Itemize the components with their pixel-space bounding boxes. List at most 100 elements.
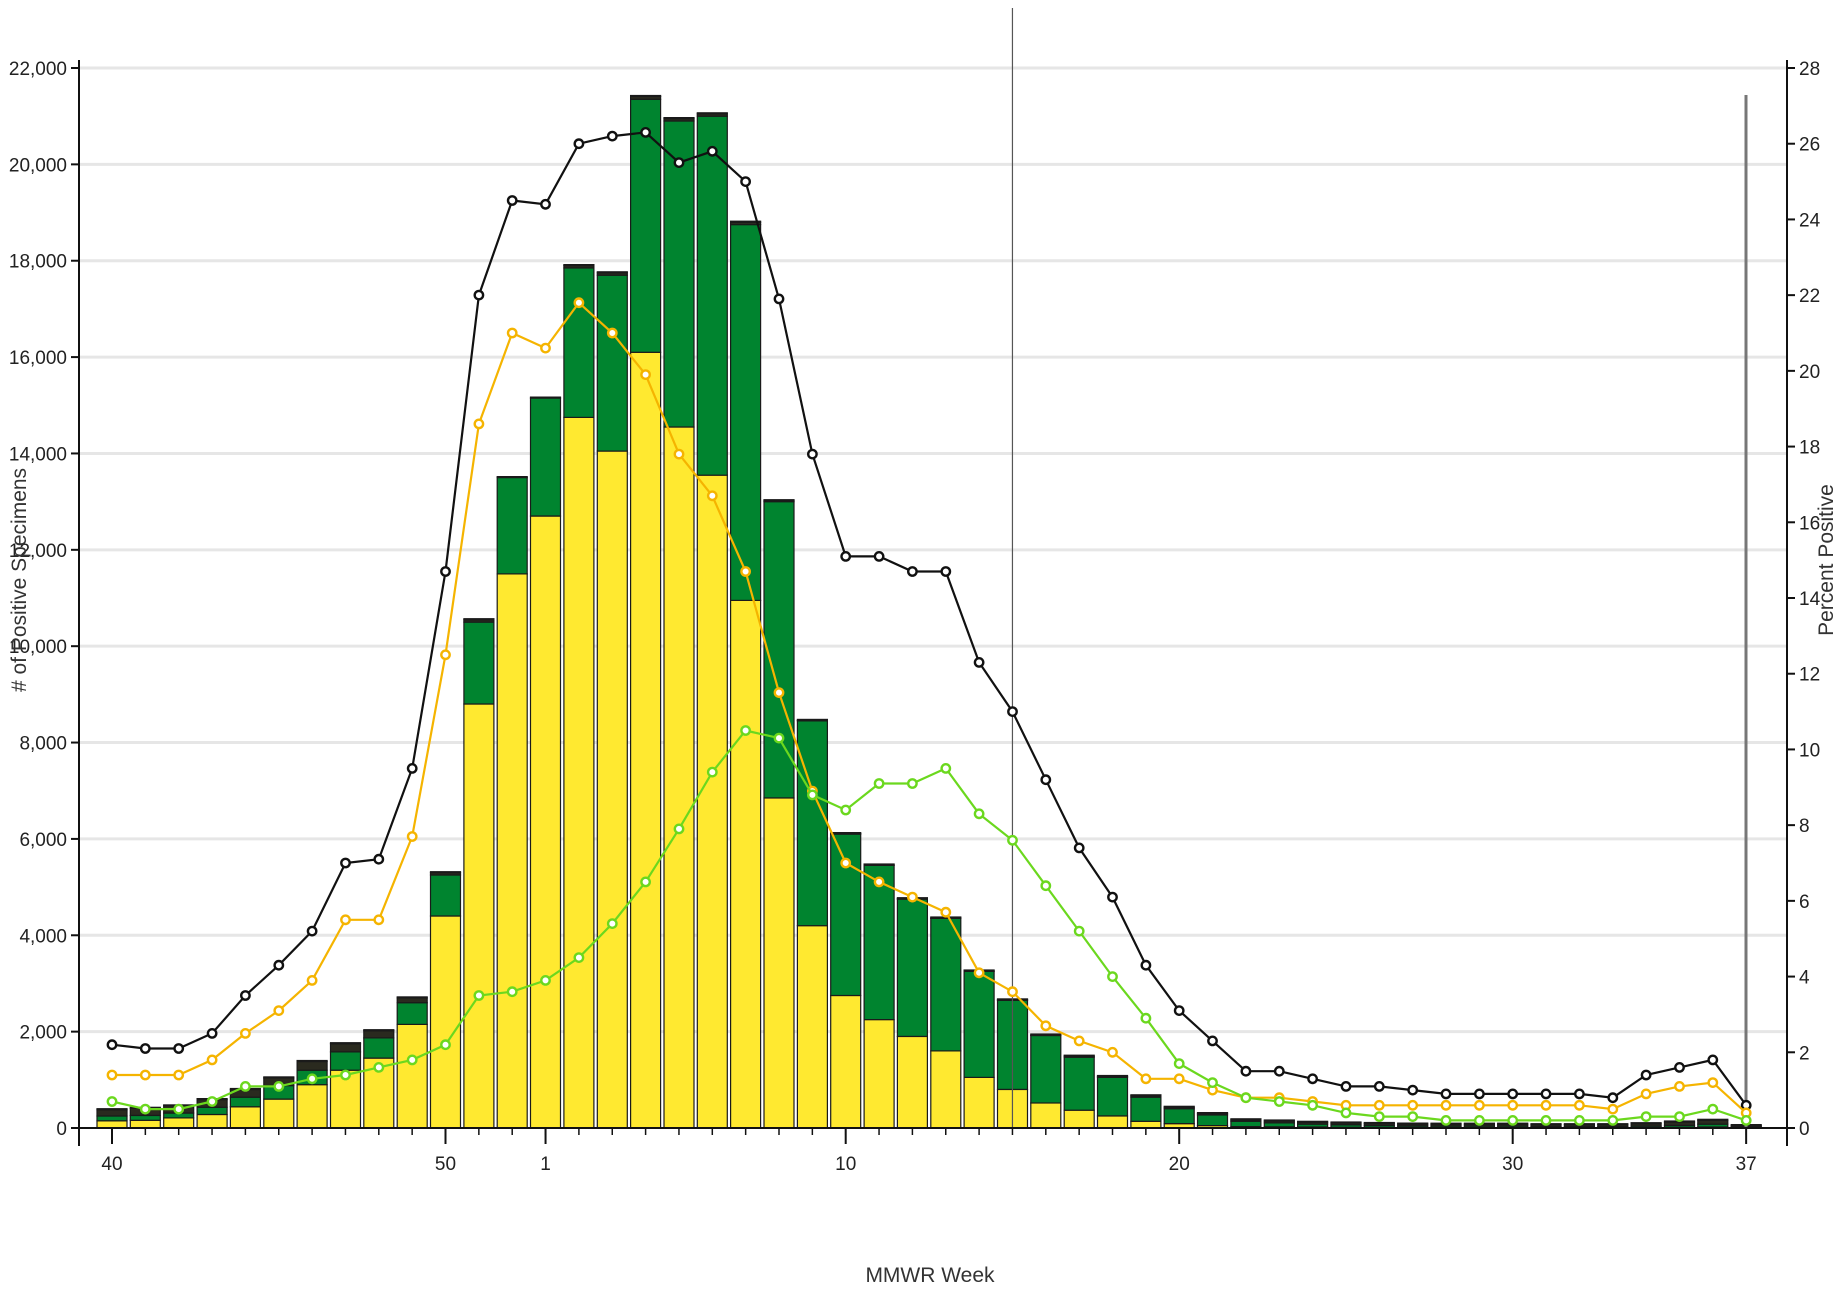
y-right-tick-label: 14 [1799,589,1821,610]
bar-segment [429,871,462,874]
y-right-tick-label: 24 [1799,210,1821,231]
percent-line-green-point [1340,1107,1352,1119]
percent-line-green-point [1173,1058,1185,1070]
percent-line-black-point [640,126,651,138]
percent-line-black-point [606,130,618,142]
y-right-tick-label: 4 [1799,968,1810,989]
bar-segment [1096,1115,1129,1129]
percent-line-orange-point [573,297,585,309]
percent-line-orange-point [1373,1099,1385,1111]
bar-segment [529,515,562,1129]
y-right-tick-label: 22 [1799,286,1820,307]
bar-segment [696,474,728,1129]
bar-segment [729,220,762,223]
percent-line-green-point [340,1069,351,1081]
percent-line-orange-point [973,967,985,979]
bar-segment [963,1076,995,1129]
percent-line-orange-point [873,876,885,888]
x-tick-label: 10 [835,1154,856,1175]
bar-segment [363,1030,395,1039]
percent-line-black-point [1173,1005,1185,1016]
percent-line-black-point [973,657,985,668]
bar-segment [396,997,428,1004]
bar-segment [96,1115,128,1122]
percent-line-black-point [1107,891,1118,903]
percent-line-green-point [1007,834,1018,846]
bar-segment [496,573,528,1129]
y-axis-left-title: # of Positive Specimens [8,468,31,692]
percent-line-green-point [1507,1115,1519,1126]
bar-segment [96,1108,128,1111]
bar-layer [96,94,1762,1129]
percent-line-orange-point [1707,1077,1719,1089]
bar-segment [329,1051,362,1071]
bar-segment [496,476,528,575]
y-left-tick-label: 14,000 [9,444,67,465]
percent-line-black-point [1607,1092,1619,1104]
y-right-tick-label: 12 [1799,665,1820,686]
percent-line-orange-point [306,975,318,986]
bar-segment [129,1114,161,1121]
percent-line-orange-point [440,649,451,661]
percent-line-green-point [673,823,685,835]
y-right-tick-label: 20 [1799,362,1820,383]
bar-segment [396,1023,428,1129]
axis-layer: 0 2,000 4,000 6,000 8,000 10,000 12,000 14,000 1… [9,59,1821,1175]
percent-line-orange-point [606,327,618,339]
percent-line-green-point [1674,1111,1685,1123]
y-left-tick-label: 18,000 [9,252,67,273]
percent-line-black-point [506,195,518,206]
bar-segment [596,450,628,1129]
bar-segment [796,924,829,1129]
bar-segment [329,1042,362,1045]
bar-segment [1263,1119,1295,1122]
percent-line-green-point [506,986,518,998]
bar-segment [1697,1118,1729,1121]
bar-segment [563,267,595,418]
percent-line-black-point [1140,959,1152,971]
percent-line-green-point [1474,1115,1485,1126]
percent-line-orange-point [406,831,418,842]
percent-line-green-point [1440,1115,1452,1126]
bar-segment [363,1037,395,1059]
percent-line-black-point [1240,1065,1252,1077]
percent-line-orange-point [673,448,685,460]
bar-segment [463,618,495,621]
percent-line-orange-point [506,327,518,339]
percent-line-orange-point [1474,1099,1485,1111]
bar-segment [863,864,895,1021]
x-tick-label: 50 [435,1154,456,1175]
bar-segment [896,898,929,1037]
bar-segment [596,271,628,274]
bar-segment [363,1029,395,1032]
percent-line-green-point [406,1054,418,1066]
bar-segment [429,874,462,917]
bar-segment [429,915,462,1129]
bar-segment [1196,1114,1229,1127]
bar-segment [263,1076,295,1079]
bar-segment [296,1059,328,1063]
bar-segment [763,797,795,1129]
bar-segment [1230,1118,1262,1121]
bar-segment [1063,1056,1095,1111]
percent-line-orange-point [907,891,918,903]
bar-segment [496,476,528,479]
percent-line-black-point [1707,1054,1719,1066]
percent-line-green-point [373,1062,385,1073]
percent-line-green-point [1140,1012,1152,1024]
percent-line-black-point [773,293,785,305]
percent-line-orange-point [106,1069,118,1081]
bar-segment [629,94,662,98]
percent-line-green-point [1407,1111,1419,1123]
percent-line-black-point [340,857,351,869]
percent-line-black-point [106,1039,118,1051]
percent-line-green-point [1707,1103,1719,1115]
y-right-tick-label: 10 [1799,740,1820,761]
percent-line-black-point [406,763,418,774]
percent-line-green-point [173,1103,185,1115]
bar-segment [796,718,829,722]
percent-line-orange [112,301,1747,1114]
percent-line-black-point [1373,1081,1385,1092]
percent-line-green-point [1740,1115,1752,1126]
x-tick-label: 20 [1169,1154,1190,1175]
